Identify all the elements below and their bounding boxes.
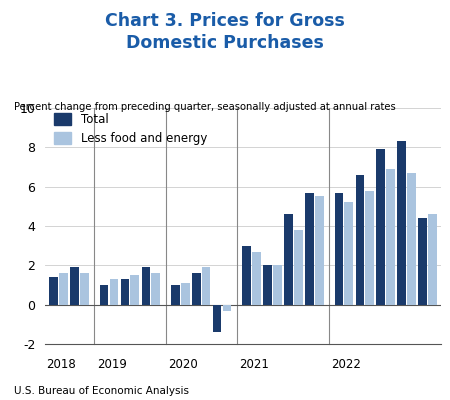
Bar xyxy=(252,252,261,305)
Bar xyxy=(273,265,282,305)
Text: 2020: 2020 xyxy=(168,358,198,371)
Text: 2018: 2018 xyxy=(46,358,76,371)
Bar xyxy=(386,169,395,305)
Legend: Total, Less food and energy: Total, Less food and energy xyxy=(49,108,212,150)
Bar xyxy=(263,265,272,305)
Bar xyxy=(109,279,118,305)
Bar xyxy=(181,283,189,305)
Text: U.S. Bureau of Economic Analysis: U.S. Bureau of Economic Analysis xyxy=(14,386,189,396)
Bar xyxy=(100,285,108,305)
Bar xyxy=(305,192,314,305)
Text: Chart 3. Prices for Gross
Domestic Purchases: Chart 3. Prices for Gross Domestic Purch… xyxy=(105,12,345,52)
Bar xyxy=(50,277,58,305)
Bar xyxy=(397,142,406,305)
Bar xyxy=(315,196,324,305)
Bar xyxy=(202,267,211,305)
Bar xyxy=(294,230,303,305)
Bar xyxy=(192,273,201,305)
Bar xyxy=(80,273,89,305)
Bar xyxy=(70,267,79,305)
Bar xyxy=(171,285,180,305)
Text: 2019: 2019 xyxy=(97,358,126,371)
Bar xyxy=(151,273,160,305)
Text: Percent change from preceding quarter, seasonally adjusted at annual rates: Percent change from preceding quarter, s… xyxy=(14,102,395,112)
Bar xyxy=(365,191,374,305)
Bar xyxy=(284,214,293,305)
Bar xyxy=(407,173,416,305)
Bar xyxy=(243,246,251,305)
Bar xyxy=(121,279,129,305)
Text: 2021: 2021 xyxy=(239,358,269,371)
Bar xyxy=(142,267,150,305)
Bar xyxy=(335,192,343,305)
Bar xyxy=(377,149,385,305)
Bar xyxy=(418,218,427,305)
Text: 2022: 2022 xyxy=(332,358,361,371)
Bar xyxy=(213,305,221,332)
Bar xyxy=(428,214,436,305)
Bar xyxy=(356,175,364,305)
Bar xyxy=(59,273,68,305)
Bar xyxy=(344,202,353,305)
Bar xyxy=(130,275,139,305)
Bar xyxy=(223,305,231,310)
